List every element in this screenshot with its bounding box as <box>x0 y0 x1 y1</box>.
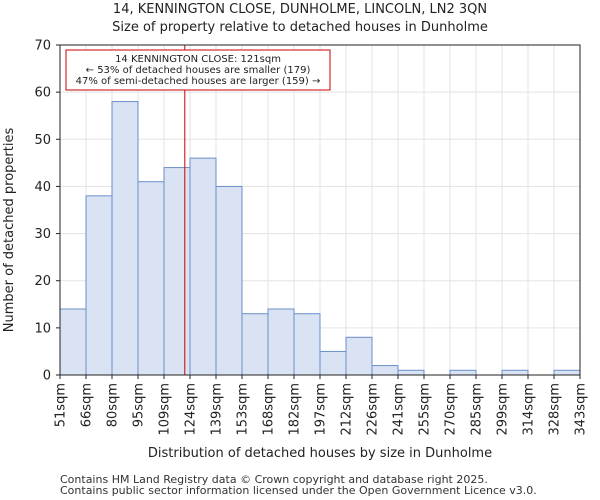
x-tick-label: 212sqm <box>340 383 355 436</box>
x-tick-label: 255sqm <box>418 383 433 436</box>
annotation-line: ← 53% of detached houses are smaller (17… <box>86 65 311 76</box>
x-tick-label: 299sqm <box>496 383 511 436</box>
y-tick-label: 70 <box>34 39 51 54</box>
bar-241sqm <box>397 369 425 376</box>
bar-124sqm <box>189 157 217 376</box>
x-tick-label: 51sqm <box>54 383 69 427</box>
bar-51sqm <box>59 308 87 376</box>
bar-66sqm <box>85 195 113 376</box>
chart-title: 14, KENNINGTON CLOSE, DUNHOLME, LINCOLN,… <box>113 2 487 17</box>
y-tick-label: 10 <box>34 321 51 336</box>
x-tick-label: 95sqm <box>132 383 147 427</box>
footer-line-2: Contains public sector information licen… <box>60 484 537 497</box>
y-tick-label: 60 <box>34 86 51 101</box>
bar-95sqm <box>137 181 165 376</box>
y-tick-label: 50 <box>34 133 51 148</box>
annotation-line: 14 KENNINGTON CLOSE: 121sqm <box>115 54 281 65</box>
chart-subtitle: Size of property relative to detached ho… <box>112 20 488 35</box>
bar-80sqm <box>111 101 139 376</box>
bar-197sqm <box>319 350 347 376</box>
x-tick-label: 124sqm <box>184 383 199 436</box>
bar-328sqm <box>553 369 581 376</box>
bar-270sqm <box>449 369 477 376</box>
y-tick-label: 0 <box>43 369 51 384</box>
x-tick-label: 270sqm <box>444 383 459 436</box>
annotation-line: 47% of semi-detached houses are larger (… <box>76 76 321 87</box>
x-tick-label: 197sqm <box>314 383 329 436</box>
x-tick-label: 66sqm <box>80 383 95 427</box>
annotation-box: 14 KENNINGTON CLOSE: 121sqm← 53% of deta… <box>65 49 331 91</box>
x-axis-ticks: 51sqm 66sqm 80sqm 95sqm 109sqm 124sqm 139sqm 15… <box>54 375 589 436</box>
x-tick-label: 226sqm <box>366 383 381 436</box>
footer-line-1: Contains HM Land Registry data © Crown c… <box>60 473 488 486</box>
bars <box>59 101 581 376</box>
bar-299sqm <box>501 369 529 376</box>
bar-182sqm <box>293 313 321 376</box>
x-tick-label: 343sqm <box>574 383 589 436</box>
x-tick-label: 153sqm <box>236 383 251 436</box>
x-tick-label: 168sqm <box>262 383 277 436</box>
x-tick-label: 139sqm <box>210 383 225 436</box>
x-tick-label: 182sqm <box>288 383 303 436</box>
y-tick-label: 30 <box>34 227 51 242</box>
bar-139sqm <box>215 185 243 376</box>
x-tick-label: 328sqm <box>548 383 563 436</box>
x-axis-label: Distribution of detached houses by size … <box>148 446 492 461</box>
x-tick-label: 285sqm <box>470 383 485 436</box>
x-tick-label: 109sqm <box>158 383 173 436</box>
y-tick-label: 40 <box>34 180 51 195</box>
x-tick-label: 80sqm <box>106 383 121 427</box>
bar-168sqm <box>267 308 295 376</box>
bar-212sqm <box>345 336 373 376</box>
annotation-frame <box>65 49 331 91</box>
y-axis-label: Number of detached properties <box>2 128 17 333</box>
y-axis-ticks: 0 10 20 30 40 50 60 70 <box>34 39 60 384</box>
x-tick-label: 241sqm <box>392 383 407 436</box>
bar-109sqm <box>163 167 191 376</box>
y-tick-label: 20 <box>34 274 51 289</box>
x-tick-label: 314sqm <box>522 383 537 436</box>
bar-226sqm <box>371 365 399 376</box>
bar-153sqm <box>241 313 269 376</box>
